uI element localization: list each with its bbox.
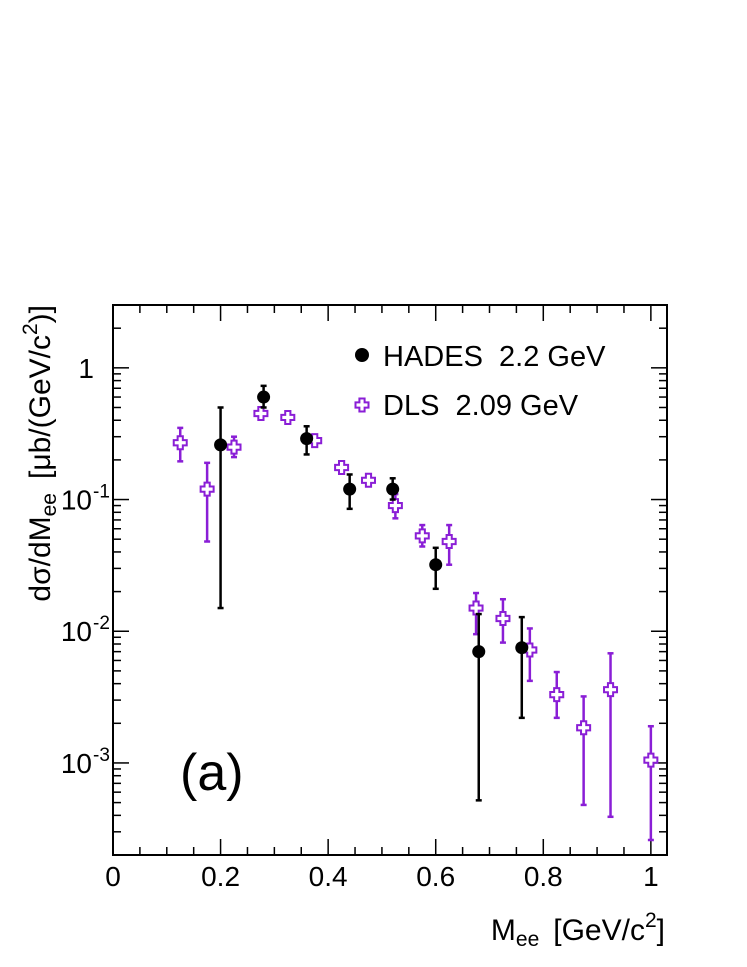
data-point (576, 720, 592, 736)
y-axis-unit: [μb/(GeV/c (24, 335, 57, 479)
x-tick-label: 0.4 (309, 861, 348, 892)
y-axis-title: dσ/dMee[μb/(GeV/c2)] (19, 305, 61, 602)
y-tick-label: 10 (61, 748, 92, 779)
data-point (603, 682, 619, 698)
axis-ticks (112, 304, 667, 856)
x-tick-label: 1 (643, 861, 659, 892)
data-point (343, 482, 357, 496)
data-point (643, 752, 659, 768)
data-point (429, 558, 443, 572)
data-point (334, 460, 350, 476)
y-tick-exponent: -2 (93, 613, 110, 634)
legend-dls-label: DLS 2.09 GeV (383, 390, 579, 422)
series-hades (214, 384, 529, 802)
data-point (360, 472, 376, 488)
x-tick-label: 0.8 (524, 861, 563, 892)
panel-label: (a) (180, 744, 244, 802)
data-point (172, 435, 188, 451)
y-tick-label: 10 (61, 616, 92, 647)
data-point (441, 534, 457, 550)
legend-hades-marker (355, 348, 369, 362)
plot-frame (112, 304, 668, 856)
data-point (414, 528, 430, 544)
data-point (386, 482, 400, 496)
data-point (495, 610, 511, 626)
legend-hades-label: HADES 2.2 GeV (383, 341, 606, 373)
data-point (226, 439, 242, 455)
data-series (172, 384, 659, 842)
data-point (280, 409, 296, 425)
data-point (472, 645, 486, 659)
series-dls (172, 406, 659, 842)
data-point (214, 438, 228, 452)
legend-dls-marker (354, 397, 370, 413)
data-point (253, 406, 269, 422)
x-tick-label: 0.6 (416, 861, 455, 892)
data-point (387, 498, 403, 514)
data-point (257, 390, 271, 404)
data-point (468, 600, 484, 616)
x-tick-labels: 0 0.2 0.4 0.6 0.8 1 (105, 861, 658, 892)
legend: HADES 2.2 GeV DLS 2.09 GeV (354, 341, 606, 422)
data-point (549, 687, 565, 703)
data-point (515, 641, 529, 655)
x-axis-unit: [GeV/c (553, 914, 645, 947)
y-tick-exponent: -3 (93, 745, 110, 766)
x-tick-label: 0.2 (201, 861, 240, 892)
x-axis-title: Mee [GeV/c2] (491, 909, 665, 951)
y-tick-label: 10 (61, 485, 92, 516)
y-tick-labels: 110-110-210-3 (61, 353, 110, 779)
x-tick-label: 0 (105, 861, 121, 892)
data-point (199, 481, 215, 497)
y-tick-exponent: -1 (93, 482, 110, 503)
data-point (300, 432, 314, 446)
y-tick-label: 1 (78, 353, 94, 384)
